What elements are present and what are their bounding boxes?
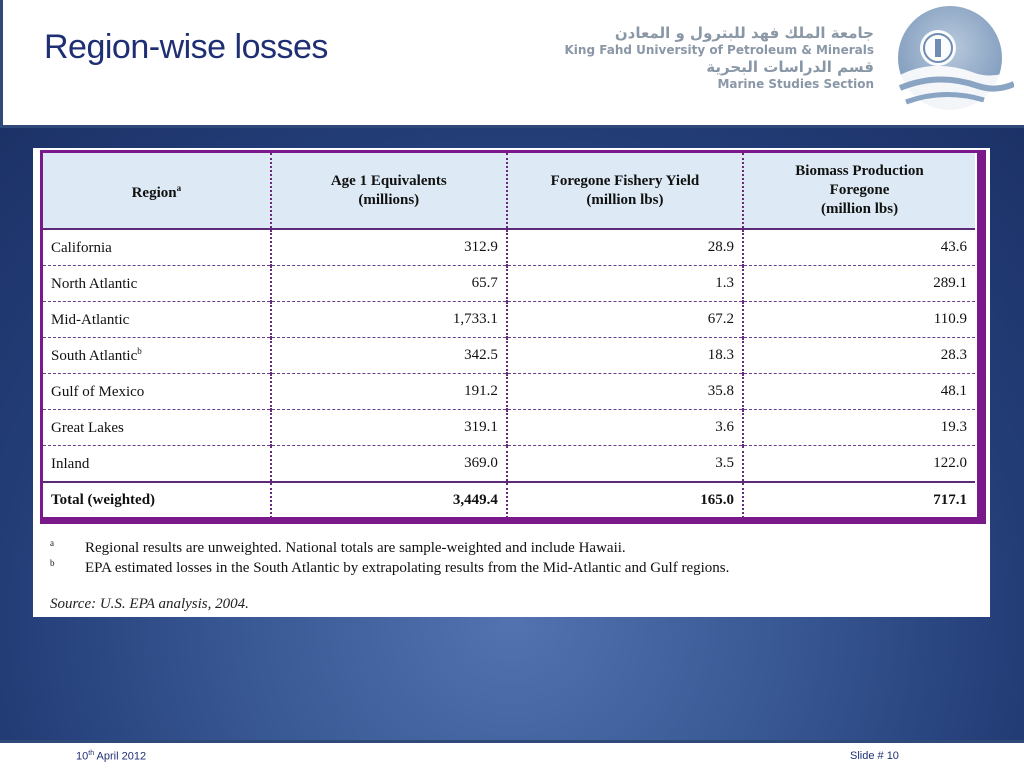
cell-age: 312.9 bbox=[270, 229, 508, 266]
table-row: North Atlantic 65.7 1.3 289.1 bbox=[43, 265, 975, 302]
cell-age: 342.5 bbox=[270, 337, 508, 374]
header-bio-line1: Biomass Production bbox=[795, 163, 924, 179]
cell-total-bio: 717.1 bbox=[743, 481, 975, 517]
header-biomass: Biomass Production Foregone (million lbs) bbox=[743, 153, 975, 230]
logo-arabic-university: جامعة الملك فهد للبترول و المعادن bbox=[614, 24, 874, 42]
footer-date-suffix: th bbox=[88, 750, 95, 757]
cell-age: 369.0 bbox=[270, 445, 508, 483]
cell-bio: 110.9 bbox=[743, 301, 975, 338]
cell-region: Gulf of Mexico bbox=[43, 373, 272, 410]
cell-fish: 3.6 bbox=[506, 409, 745, 446]
table-source: Source: U.S. EPA analysis, 2004. bbox=[50, 596, 249, 612]
region-name: South Atlantic bbox=[51, 348, 138, 364]
region-name: California bbox=[51, 240, 112, 256]
cell-age: 319.1 bbox=[270, 409, 508, 446]
cell-region: Mid-Atlantic bbox=[43, 301, 272, 338]
table-total-row: Total (weighted) 3,449.4 165.0 717.1 bbox=[43, 481, 975, 517]
table-row: Great Lakes 319.1 3.6 19.3 bbox=[43, 409, 975, 446]
kfupm-emblem-icon bbox=[892, 6, 1014, 118]
footer-date: 10th April 2012 bbox=[76, 750, 146, 763]
cell-total-fish: 165.0 bbox=[506, 481, 745, 517]
cell-fish: 1.3 bbox=[506, 265, 745, 302]
footnote-b: b EPA estimated losses in the South Atla… bbox=[50, 558, 980, 580]
table-row: South Atlanticb 342.5 18.3 28.3 bbox=[43, 337, 975, 374]
cell-fish: 3.5 bbox=[506, 445, 745, 483]
header-region: Regiona bbox=[43, 153, 272, 230]
header-age-line2: (millions) bbox=[358, 191, 420, 208]
cell-bio: 19.3 bbox=[743, 409, 975, 446]
footer-date-day: 10 bbox=[76, 750, 89, 763]
footnote-mark: b bbox=[50, 558, 55, 568]
header-fish-line1: Foregone Fishery Yield bbox=[550, 172, 700, 189]
footnote-a: a Regional results are unweighted. Natio… bbox=[50, 538, 980, 560]
logo-arabic-section: قسم الدراسات البحرية bbox=[706, 58, 874, 76]
cell-region: North Atlantic bbox=[43, 265, 272, 302]
region-name: Great Lakes bbox=[51, 420, 124, 436]
cell-bio: 289.1 bbox=[743, 265, 975, 302]
cell-age: 65.7 bbox=[270, 265, 508, 302]
cell-bio: 43.6 bbox=[743, 229, 975, 266]
region-name: North Atlantic bbox=[51, 276, 138, 292]
region-name: Mid-Atlantic bbox=[51, 312, 130, 328]
footer-date-rest: April 2012 bbox=[94, 750, 147, 763]
cell-bio: 28.3 bbox=[743, 337, 975, 374]
region-name: Inland bbox=[51, 456, 90, 472]
cell-region: South Atlanticb bbox=[43, 337, 272, 374]
footnote-text: Regional results are unweighted. Nationa… bbox=[85, 540, 626, 556]
header-left-rule bbox=[0, 0, 3, 128]
logo-english-university: King Fahd University of Petroleum & Mine… bbox=[564, 43, 875, 57]
header-bio-line3: (million lbs) bbox=[820, 201, 899, 217]
cell-region: Inland bbox=[43, 445, 272, 483]
region-losses-table: Regiona Age 1 Equivalents (millions) Fore… bbox=[43, 153, 975, 517]
table-row: California 312.9 28.9 43.6 bbox=[43, 229, 975, 266]
cell-total-age: 3,449.4 bbox=[270, 481, 508, 517]
table-row: Inland 369.0 3.5 122.0 bbox=[43, 445, 975, 483]
footnote-text: EPA estimated losses in the South Atlant… bbox=[85, 560, 730, 576]
cell-region: California bbox=[43, 229, 272, 266]
header-fishery-yield: Foregone Fishery Yield (million lbs) bbox=[506, 153, 745, 230]
header-region-footnote: a bbox=[176, 182, 182, 193]
university-logo-text: جامعة الملك فهد للبترول و المعادن King F… bbox=[565, 24, 875, 92]
table-header-row: Regiona Age 1 Equivalents (millions) Fore… bbox=[43, 153, 975, 230]
cell-bio: 48.1 bbox=[743, 373, 975, 410]
slide-title: Region-wise losses bbox=[44, 28, 328, 66]
region-footnote: b bbox=[137, 346, 142, 356]
table-row: Gulf of Mexico 191.2 35.8 48.1 bbox=[43, 373, 975, 410]
logo-english-section: Marine Studies Section bbox=[717, 77, 874, 91]
header-bio-line2: Foregone bbox=[829, 182, 890, 198]
region-name: Gulf of Mexico bbox=[51, 384, 145, 400]
slide-header: Region-wise losses جامعة الملك فهد للبتر… bbox=[0, 0, 1024, 128]
header-fish-line2: (million lbs) bbox=[586, 191, 664, 208]
cell-fish: 28.9 bbox=[506, 229, 745, 266]
cell-age: 191.2 bbox=[270, 373, 508, 410]
footnote-mark: a bbox=[50, 538, 54, 548]
table-notes: a Regional results are unweighted. Natio… bbox=[50, 538, 980, 613]
slide-number: Slide # 10 bbox=[850, 750, 899, 762]
header-age-equivalents: Age 1 Equivalents (millions) bbox=[270, 153, 508, 230]
header-age-line1: Age 1 Equivalents bbox=[330, 172, 447, 189]
cell-bio: 122.0 bbox=[743, 445, 975, 483]
table-container: Regiona Age 1 Equivalents (millions) Fore… bbox=[43, 153, 977, 517]
cell-fish: 35.8 bbox=[506, 373, 745, 410]
slide-footer: 10th April 2012 Slide # 10 bbox=[0, 740, 1024, 768]
cell-fish: 67.2 bbox=[506, 301, 745, 338]
header-region-label: Region bbox=[131, 184, 177, 201]
table-row: Mid-Atlantic 1,733.1 67.2 110.9 bbox=[43, 301, 975, 338]
cell-fish: 18.3 bbox=[506, 337, 745, 374]
cell-total-label: Total (weighted) bbox=[43, 481, 272, 517]
cell-age: 1,733.1 bbox=[270, 301, 508, 338]
cell-region: Great Lakes bbox=[43, 409, 272, 446]
